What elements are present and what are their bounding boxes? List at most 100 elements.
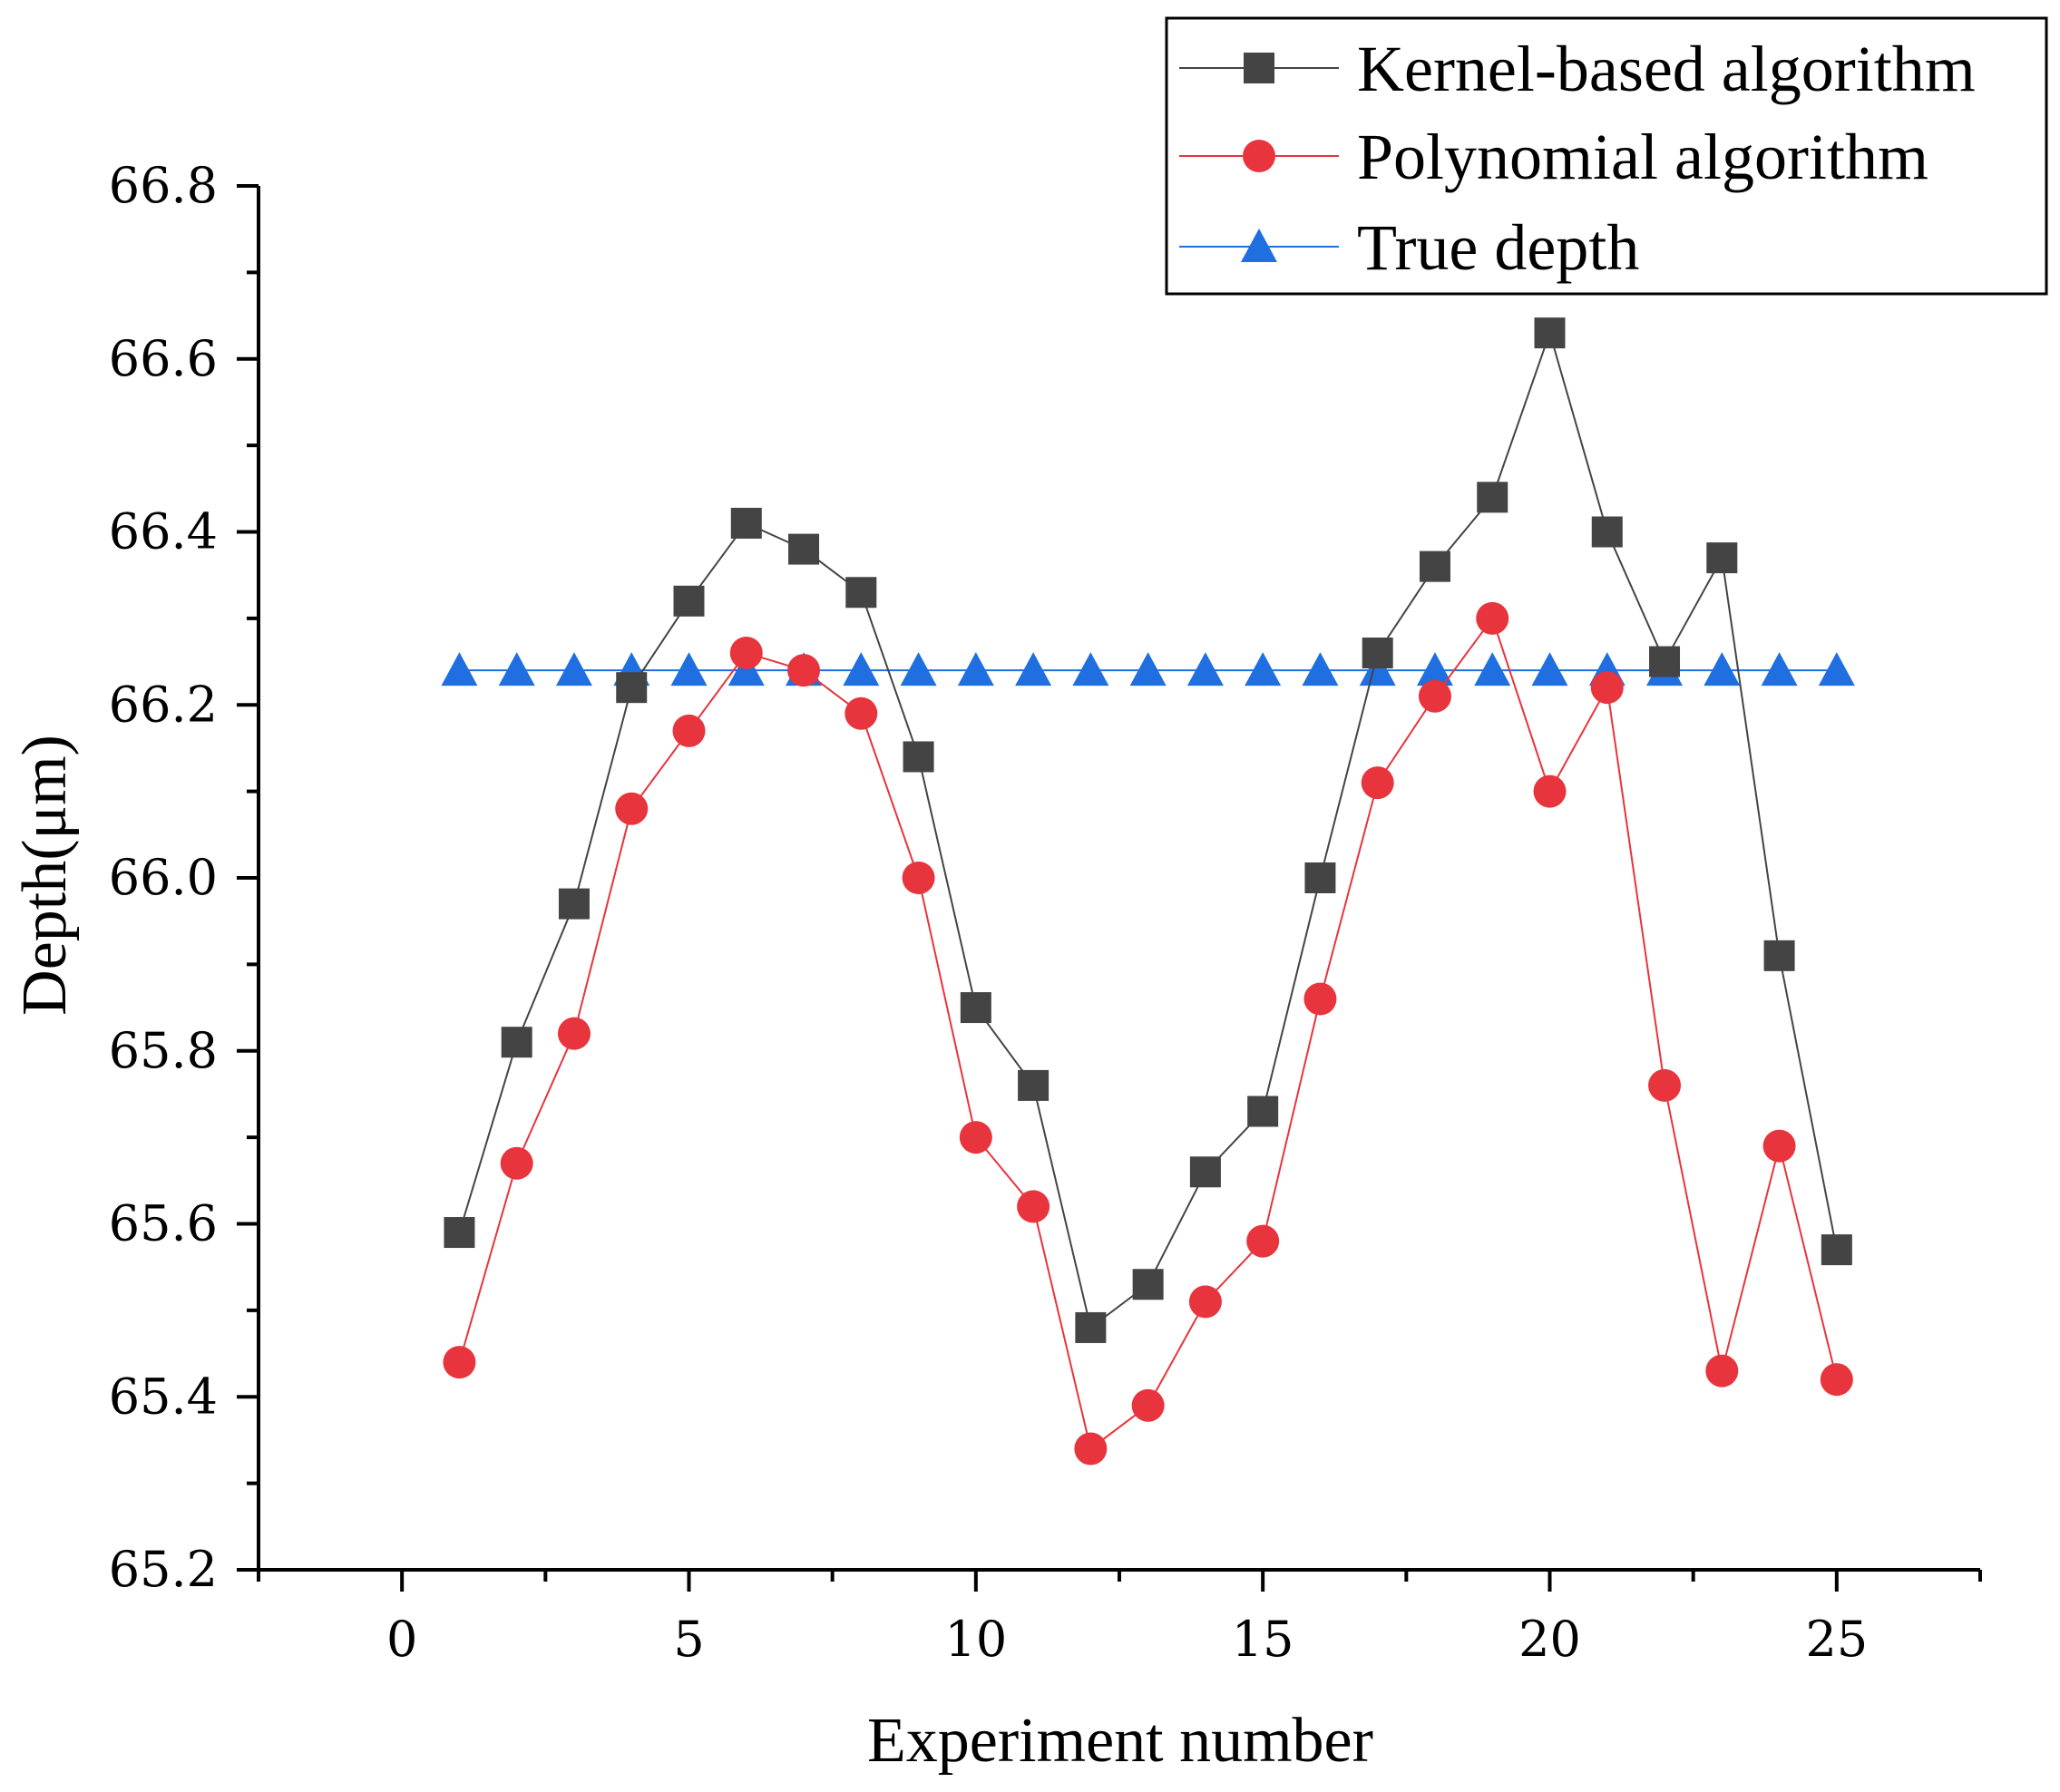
series-line bbox=[458, 329, 1838, 1329]
legend-label: Kernel-based algorithm bbox=[1357, 33, 1976, 105]
data-point bbox=[729, 637, 763, 670]
y-tick-label: 66.8 bbox=[109, 157, 218, 214]
data-point bbox=[1705, 1354, 1739, 1388]
series-true-depth bbox=[441, 652, 1855, 687]
x-axis-title: Experiment number bbox=[867, 1706, 1373, 1776]
data-point bbox=[501, 1027, 532, 1058]
data-point bbox=[903, 741, 934, 773]
data-point bbox=[1189, 1156, 1221, 1188]
data-point bbox=[1533, 774, 1567, 808]
data-point bbox=[1018, 1069, 1050, 1101]
data-point bbox=[1075, 1311, 1107, 1343]
data-point bbox=[788, 533, 820, 565]
x-tick-label: 25 bbox=[1805, 1611, 1868, 1668]
data-point bbox=[1761, 652, 1798, 687]
legend-label: True depth bbox=[1357, 211, 1639, 284]
data-point bbox=[1418, 679, 1451, 713]
data-point bbox=[1820, 1363, 1853, 1397]
data-point bbox=[1015, 652, 1052, 687]
data-point bbox=[1359, 652, 1396, 687]
data-point bbox=[1303, 982, 1337, 1016]
data-point bbox=[1416, 652, 1453, 687]
y-axis-title: Depth(μm) bbox=[10, 735, 80, 1016]
data-point bbox=[845, 577, 877, 609]
data-point bbox=[1072, 652, 1109, 687]
legend-marker bbox=[1243, 140, 1275, 172]
y-tick-label: 65.8 bbox=[109, 1022, 218, 1079]
data-point bbox=[1129, 652, 1167, 687]
data-point bbox=[1302, 652, 1339, 687]
x-tick-label: 0 bbox=[386, 1611, 417, 1668]
data-point bbox=[787, 654, 821, 687]
legend-box bbox=[1165, 16, 2048, 296]
data-point bbox=[1590, 671, 1624, 705]
data-point bbox=[500, 1146, 533, 1180]
data-point bbox=[730, 507, 762, 539]
axes: 65.2 65.4 65.6 65.8 66.0 66.2 66.4 66.6 66.8 0 5 10… bbox=[109, 157, 1982, 1668]
data-point bbox=[902, 862, 935, 894]
data-point bbox=[441, 652, 478, 687]
data-point bbox=[1531, 652, 1568, 687]
data-point bbox=[1818, 652, 1855, 687]
data-point bbox=[1131, 1388, 1165, 1422]
series-line bbox=[458, 616, 1838, 1451]
data-point bbox=[558, 888, 590, 920]
data-point bbox=[1474, 652, 1511, 687]
legend-label: Polynomial algorithm bbox=[1357, 121, 1928, 193]
data-point bbox=[1245, 652, 1282, 687]
y-tick-label: 65.4 bbox=[109, 1368, 218, 1425]
data-point bbox=[557, 1017, 591, 1050]
y-tick-label: 66.0 bbox=[109, 849, 218, 906]
data-point bbox=[1534, 317, 1566, 349]
data-point bbox=[616, 672, 648, 704]
series-kernel-based-algorithm bbox=[444, 317, 1852, 1343]
data-point bbox=[960, 992, 991, 1024]
data-point bbox=[1247, 1096, 1279, 1127]
data-point bbox=[1477, 482, 1508, 513]
data-point bbox=[957, 652, 994, 687]
data-point bbox=[673, 585, 705, 617]
x-tick-label: 5 bbox=[673, 1611, 704, 1668]
x-tick-label: 15 bbox=[1232, 1611, 1294, 1668]
data-point bbox=[1304, 862, 1336, 893]
legend: Kernel-based algorithm Polynomial algorit… bbox=[1165, 16, 2048, 296]
data-point bbox=[670, 652, 708, 687]
data-point bbox=[615, 792, 649, 825]
data-point bbox=[1017, 1190, 1050, 1223]
y-tick-label: 66.4 bbox=[109, 503, 218, 560]
data-point bbox=[1419, 550, 1450, 582]
data-point bbox=[843, 652, 880, 687]
y-tick-label: 66.6 bbox=[109, 330, 218, 387]
y-tick-label: 65.2 bbox=[109, 1541, 218, 1598]
data-point bbox=[1362, 638, 1393, 669]
data-point bbox=[1246, 1224, 1280, 1258]
data-point bbox=[845, 696, 878, 730]
series-polynomial-algorithm bbox=[443, 601, 1853, 1466]
y-tick-label: 65.6 bbox=[109, 1195, 218, 1252]
data-point bbox=[498, 652, 535, 687]
data-point bbox=[1186, 652, 1224, 687]
data-point bbox=[1763, 940, 1795, 971]
x-tick-label: 10 bbox=[944, 1611, 1007, 1668]
data-point bbox=[443, 1346, 476, 1379]
x-tick-label: 20 bbox=[1518, 1611, 1581, 1668]
data-point bbox=[672, 714, 706, 747]
data-point bbox=[1591, 516, 1623, 548]
data-point bbox=[555, 652, 592, 687]
data-point bbox=[1649, 646, 1681, 677]
data-point bbox=[444, 1217, 475, 1249]
data-point bbox=[1648, 1068, 1682, 1102]
data-point bbox=[1476, 601, 1509, 635]
data-point bbox=[1361, 766, 1394, 800]
data-point bbox=[1762, 1129, 1796, 1163]
y-tick-label: 66.2 bbox=[109, 676, 218, 733]
data-point bbox=[1706, 542, 1738, 574]
legend-marker bbox=[1241, 229, 1277, 262]
data-point bbox=[959, 1121, 992, 1154]
data-point bbox=[1704, 652, 1741, 687]
data-point bbox=[1821, 1234, 1852, 1266]
legend-marker bbox=[1244, 53, 1274, 83]
data-point bbox=[1132, 1269, 1164, 1300]
plot-area bbox=[441, 317, 1855, 1466]
